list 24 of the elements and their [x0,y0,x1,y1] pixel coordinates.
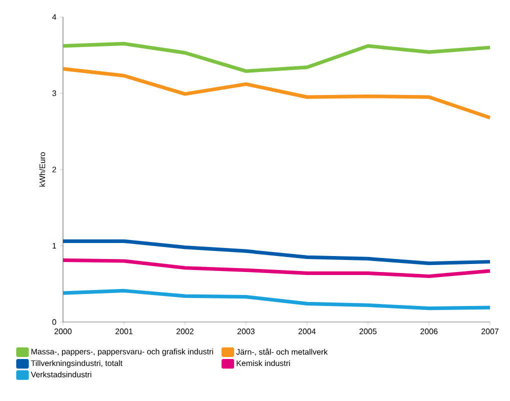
y-tick-label: 4 [52,14,56,20]
y-tick-label: 1 [52,242,56,248]
line-series [61,239,492,266]
y-tick-label: 3 [52,90,56,96]
x-tick-label: 2002 [176,328,194,334]
legend-label: Järn-, stål- och metallverk [236,348,328,356]
legend-label: Verkstadsindustri [30,371,92,378]
x-tick-label: 2001 [116,328,133,334]
x-tick-label: 2003 [238,328,255,334]
x-tick-label: 2006 [420,328,438,334]
line-series [61,258,492,278]
x-tick-label: 2000 [54,328,72,334]
line-series [61,42,492,73]
line-series [61,67,492,120]
y-axis-title: kWh/Euro [39,152,46,187]
legend-label: Kemisk industri [236,360,290,366]
y-tick-label: 0 [52,319,56,325]
x-tick-label: 2004 [298,328,316,334]
legend-label: Tillverkningsindustri, totalt [30,360,122,368]
x-tick-label: 2005 [360,328,377,334]
x-tick-label: 2007 [482,328,498,334]
y-tick-label: 2 [52,166,56,172]
legend-label: Massa-, pappers-, pappersvaru- och grafisk industri [31,348,213,356]
line-series [61,288,492,310]
